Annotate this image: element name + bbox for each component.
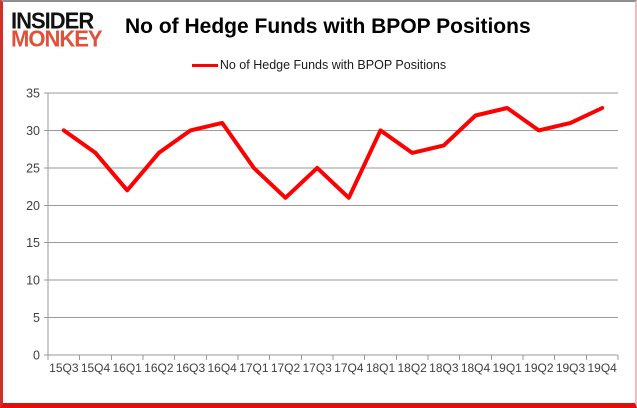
svg-text:18Q2: 18Q2 [397, 361, 427, 375]
chart-legend: No of Hedge Funds with BPOP Positions [3, 58, 635, 72]
insider-monkey-logo: INSIDER MONKEY [11, 7, 123, 52]
svg-text:18Q4: 18Q4 [461, 361, 491, 375]
logo-line2: MONKEY [11, 25, 103, 52]
logo-line1: INSIDER [11, 7, 94, 34]
svg-text:16Q4: 16Q4 [207, 361, 237, 375]
svg-text:19Q4: 19Q4 [587, 361, 617, 375]
svg-text:15Q4: 15Q4 [81, 361, 111, 375]
svg-text:16Q2: 16Q2 [144, 361, 174, 375]
svg-text:35: 35 [26, 87, 40, 101]
svg-text:30: 30 [26, 124, 40, 138]
svg-text:0: 0 [33, 349, 40, 363]
svg-text:10: 10 [26, 274, 40, 288]
svg-text:18Q3: 18Q3 [429, 361, 459, 375]
svg-text:15Q3: 15Q3 [49, 361, 79, 375]
svg-text:19Q1: 19Q1 [492, 361, 522, 375]
chart-title: No of Hedge Funds with BPOP Positions [125, 15, 531, 38]
legend-line-swatch [191, 63, 218, 67]
svg-text:16Q3: 16Q3 [176, 361, 206, 375]
svg-text:19Q2: 19Q2 [524, 361, 554, 375]
legend-label: No of Hedge Funds with BPOP Positions [219, 58, 447, 72]
svg-text:17Q1: 17Q1 [239, 361, 269, 375]
svg-text:25: 25 [26, 161, 40, 175]
svg-text:17Q4: 17Q4 [334, 361, 364, 375]
svg-text:15: 15 [26, 236, 40, 250]
svg-text:19Q3: 19Q3 [556, 361, 586, 375]
svg-text:17Q2: 17Q2 [271, 361, 301, 375]
svg-text:17Q3: 17Q3 [302, 361, 332, 375]
svg-text:20: 20 [26, 199, 40, 213]
svg-text:5: 5 [33, 311, 40, 325]
svg-text:18Q1: 18Q1 [366, 361, 396, 375]
svg-text:16Q1: 16Q1 [112, 361, 142, 375]
